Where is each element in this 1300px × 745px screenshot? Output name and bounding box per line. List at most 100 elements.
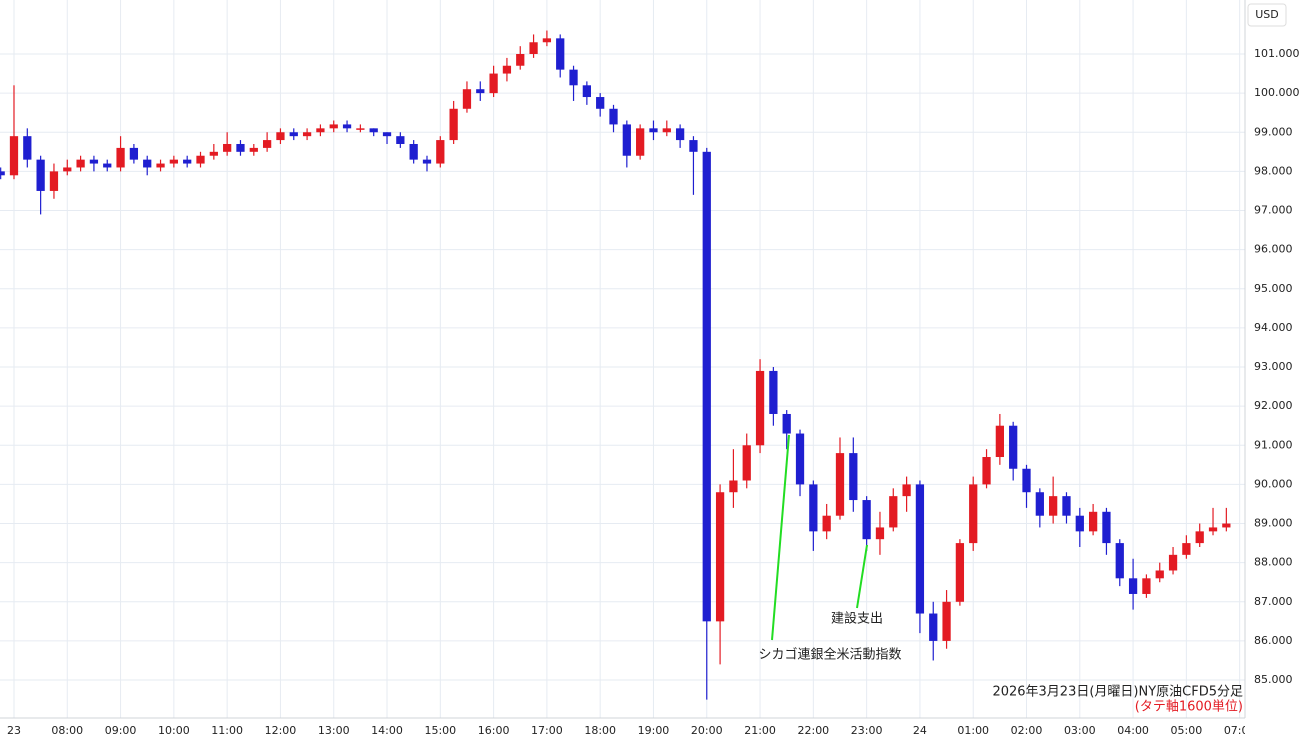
x-tick-label: 04:00: [1117, 724, 1149, 737]
candle-body: [582, 85, 591, 98]
candle-body: [942, 601, 951, 641]
candle-body: [809, 484, 818, 532]
candle-body: [196, 155, 205, 164]
candle-body: [556, 38, 565, 70]
y-tick-label: 90.000: [1254, 477, 1293, 490]
candle-body: [489, 73, 498, 94]
candle-body: [862, 500, 871, 540]
candle-body: [889, 496, 898, 528]
candle-body: [955, 543, 965, 602]
x-axis: 23 08:00 09:00 10:00 11:00 12:00 13:00 14:00 15:…: [7, 724, 1256, 737]
x-tick-label: 09:00: [105, 724, 137, 737]
candle-body: [662, 128, 671, 133]
candle-body: [249, 147, 258, 152]
x-tick-label: 07:00: [1224, 724, 1256, 737]
y-tick-label: 99.000: [1254, 125, 1293, 138]
y-tick-label: 88.000: [1254, 556, 1293, 569]
candle-body: [875, 527, 885, 540]
x-tick-label: 16:00: [478, 724, 510, 737]
x-tick-label: 18:00: [584, 724, 616, 737]
candle-body: [356, 128, 365, 130]
x-tick-label: 23: [7, 724, 21, 737]
x-tick-label: 14:00: [371, 724, 403, 737]
candle-body: [103, 163, 112, 168]
candle-body: [236, 143, 245, 152]
x-tick-label: 23:00: [851, 724, 883, 737]
candle-body: [835, 453, 845, 516]
candle-body: [1075, 515, 1084, 532]
y-tick-label: 100.000: [1254, 86, 1300, 99]
annotation-line: [771, 434, 790, 641]
candle-body: [1142, 578, 1151, 594]
candle-body: [849, 453, 858, 501]
annotation: 建設支出: [831, 611, 883, 627]
x-tick-label: 12:00: [265, 724, 297, 737]
candle-body: [1062, 496, 1071, 516]
candle-body: [822, 515, 831, 532]
candle-body: [422, 159, 432, 164]
x-tick-label: 17:00: [531, 724, 563, 737]
candle-body: [223, 143, 232, 152]
candle-body: [782, 413, 791, 434]
candle-body: [715, 492, 725, 622]
y-tick-label: 98.000: [1254, 164, 1293, 177]
candle-body: [0, 171, 5, 176]
candle-body: [289, 132, 298, 137]
x-tick-label: 13:00: [318, 724, 350, 737]
candle-body: [1155, 570, 1164, 579]
candle-body: [795, 433, 805, 485]
candle-body: [995, 425, 1004, 458]
candle-body: [1009, 425, 1018, 469]
candle-body: [542, 38, 552, 43]
candle-body: [329, 124, 338, 129]
candles: [0, 30, 1231, 700]
x-tick-label: 11:00: [211, 724, 243, 737]
candle-body: [169, 159, 178, 164]
candle-body: [396, 136, 405, 144]
candle-body: [742, 445, 751, 481]
candle-body: [1182, 543, 1191, 555]
y-tick-label: 91.000: [1254, 438, 1293, 451]
candle-body: [1128, 578, 1138, 594]
candle-body: [689, 140, 698, 152]
candle-body: [129, 147, 139, 160]
candle-body: [183, 159, 192, 164]
x-tick-label: 05:00: [1171, 724, 1203, 737]
candle-body: [569, 69, 578, 86]
candle-body: [675, 128, 685, 141]
currency: USD: [1255, 8, 1279, 21]
y-tick-label: 89.000: [1254, 517, 1293, 530]
candle-body: [209, 151, 218, 156]
x-tick-label: 21:00: [744, 724, 776, 737]
candle-body: [76, 159, 85, 168]
candle-body: [382, 132, 392, 137]
candle-body: [969, 484, 978, 544]
candle-body: [622, 124, 631, 156]
x-tick-label: 02:00: [1011, 724, 1043, 737]
y-tick-label: 95.000: [1254, 282, 1293, 295]
candle-body: [476, 89, 485, 94]
candle-body: [636, 128, 645, 156]
y-tick-label: 94.000: [1254, 321, 1293, 334]
x-tick-label: 15:00: [424, 724, 456, 737]
candle-body: [1022, 468, 1031, 493]
candle-body: [609, 108, 618, 125]
candle-body: [729, 480, 738, 493]
annotation-line: [856, 544, 868, 609]
candle-body: [1222, 523, 1231, 528]
candle-body: [9, 136, 19, 176]
y-tick-label: 87.000: [1254, 595, 1293, 608]
candle-body: [63, 167, 72, 172]
candle-body: [262, 140, 272, 148]
x-tick-label: 22:00: [797, 724, 829, 737]
candle-body: [915, 484, 925, 614]
footnote-sub: (タテ軸1600単位): [1135, 699, 1243, 715]
candle-body: [342, 124, 352, 129]
currency-box: [1247, 3, 1287, 27]
candle-body: [462, 89, 472, 109]
candle-body: [409, 143, 418, 160]
candle-body: [1035, 492, 1044, 516]
candle-body: [1195, 531, 1204, 544]
